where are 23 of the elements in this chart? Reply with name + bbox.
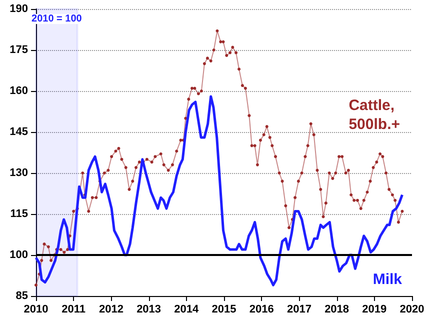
x-tick-label: 2017 xyxy=(286,304,312,316)
x-tick-label: 2018 xyxy=(324,304,350,316)
x-tick-label: 2016 xyxy=(249,304,274,316)
y-tick-label: 190 xyxy=(10,3,28,15)
y-tick-label: 130 xyxy=(10,167,28,179)
x-tick-label: 2013 xyxy=(136,304,162,316)
y-tick-label: 175 xyxy=(10,44,28,56)
x-tick-label: 2019 xyxy=(362,304,387,316)
y-tick-label: 160 xyxy=(10,85,28,97)
x-tick-label: 2010 xyxy=(24,304,48,316)
x-tick-label: 2011 xyxy=(62,304,86,316)
y-tick-label: 85 xyxy=(16,290,28,302)
x-tick-label: 2015 xyxy=(212,304,236,316)
band-label: 2010 = 100 xyxy=(32,14,82,24)
series-label: Milk xyxy=(372,271,403,288)
line-series xyxy=(34,95,404,286)
x-tick-label: 2012 xyxy=(98,304,124,316)
x-tick-label: 2014 xyxy=(174,304,200,316)
y-tick-label: 145 xyxy=(10,126,28,138)
x-tick-label: 2020 xyxy=(400,304,424,316)
y-tick-label: 100 xyxy=(10,249,28,261)
y-tick-label: 115 xyxy=(10,208,28,220)
series-label: Cattle, 500lb.+ xyxy=(348,97,400,133)
